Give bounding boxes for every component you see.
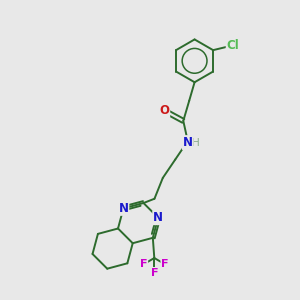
Text: H: H <box>192 138 200 148</box>
Text: Cl: Cl <box>227 39 239 52</box>
Text: N: N <box>118 202 128 215</box>
Text: O: O <box>159 104 169 117</box>
Text: N: N <box>153 211 163 224</box>
Text: F: F <box>161 259 169 269</box>
Text: F: F <box>151 268 158 278</box>
Text: N: N <box>183 136 193 149</box>
Text: F: F <box>140 259 147 269</box>
